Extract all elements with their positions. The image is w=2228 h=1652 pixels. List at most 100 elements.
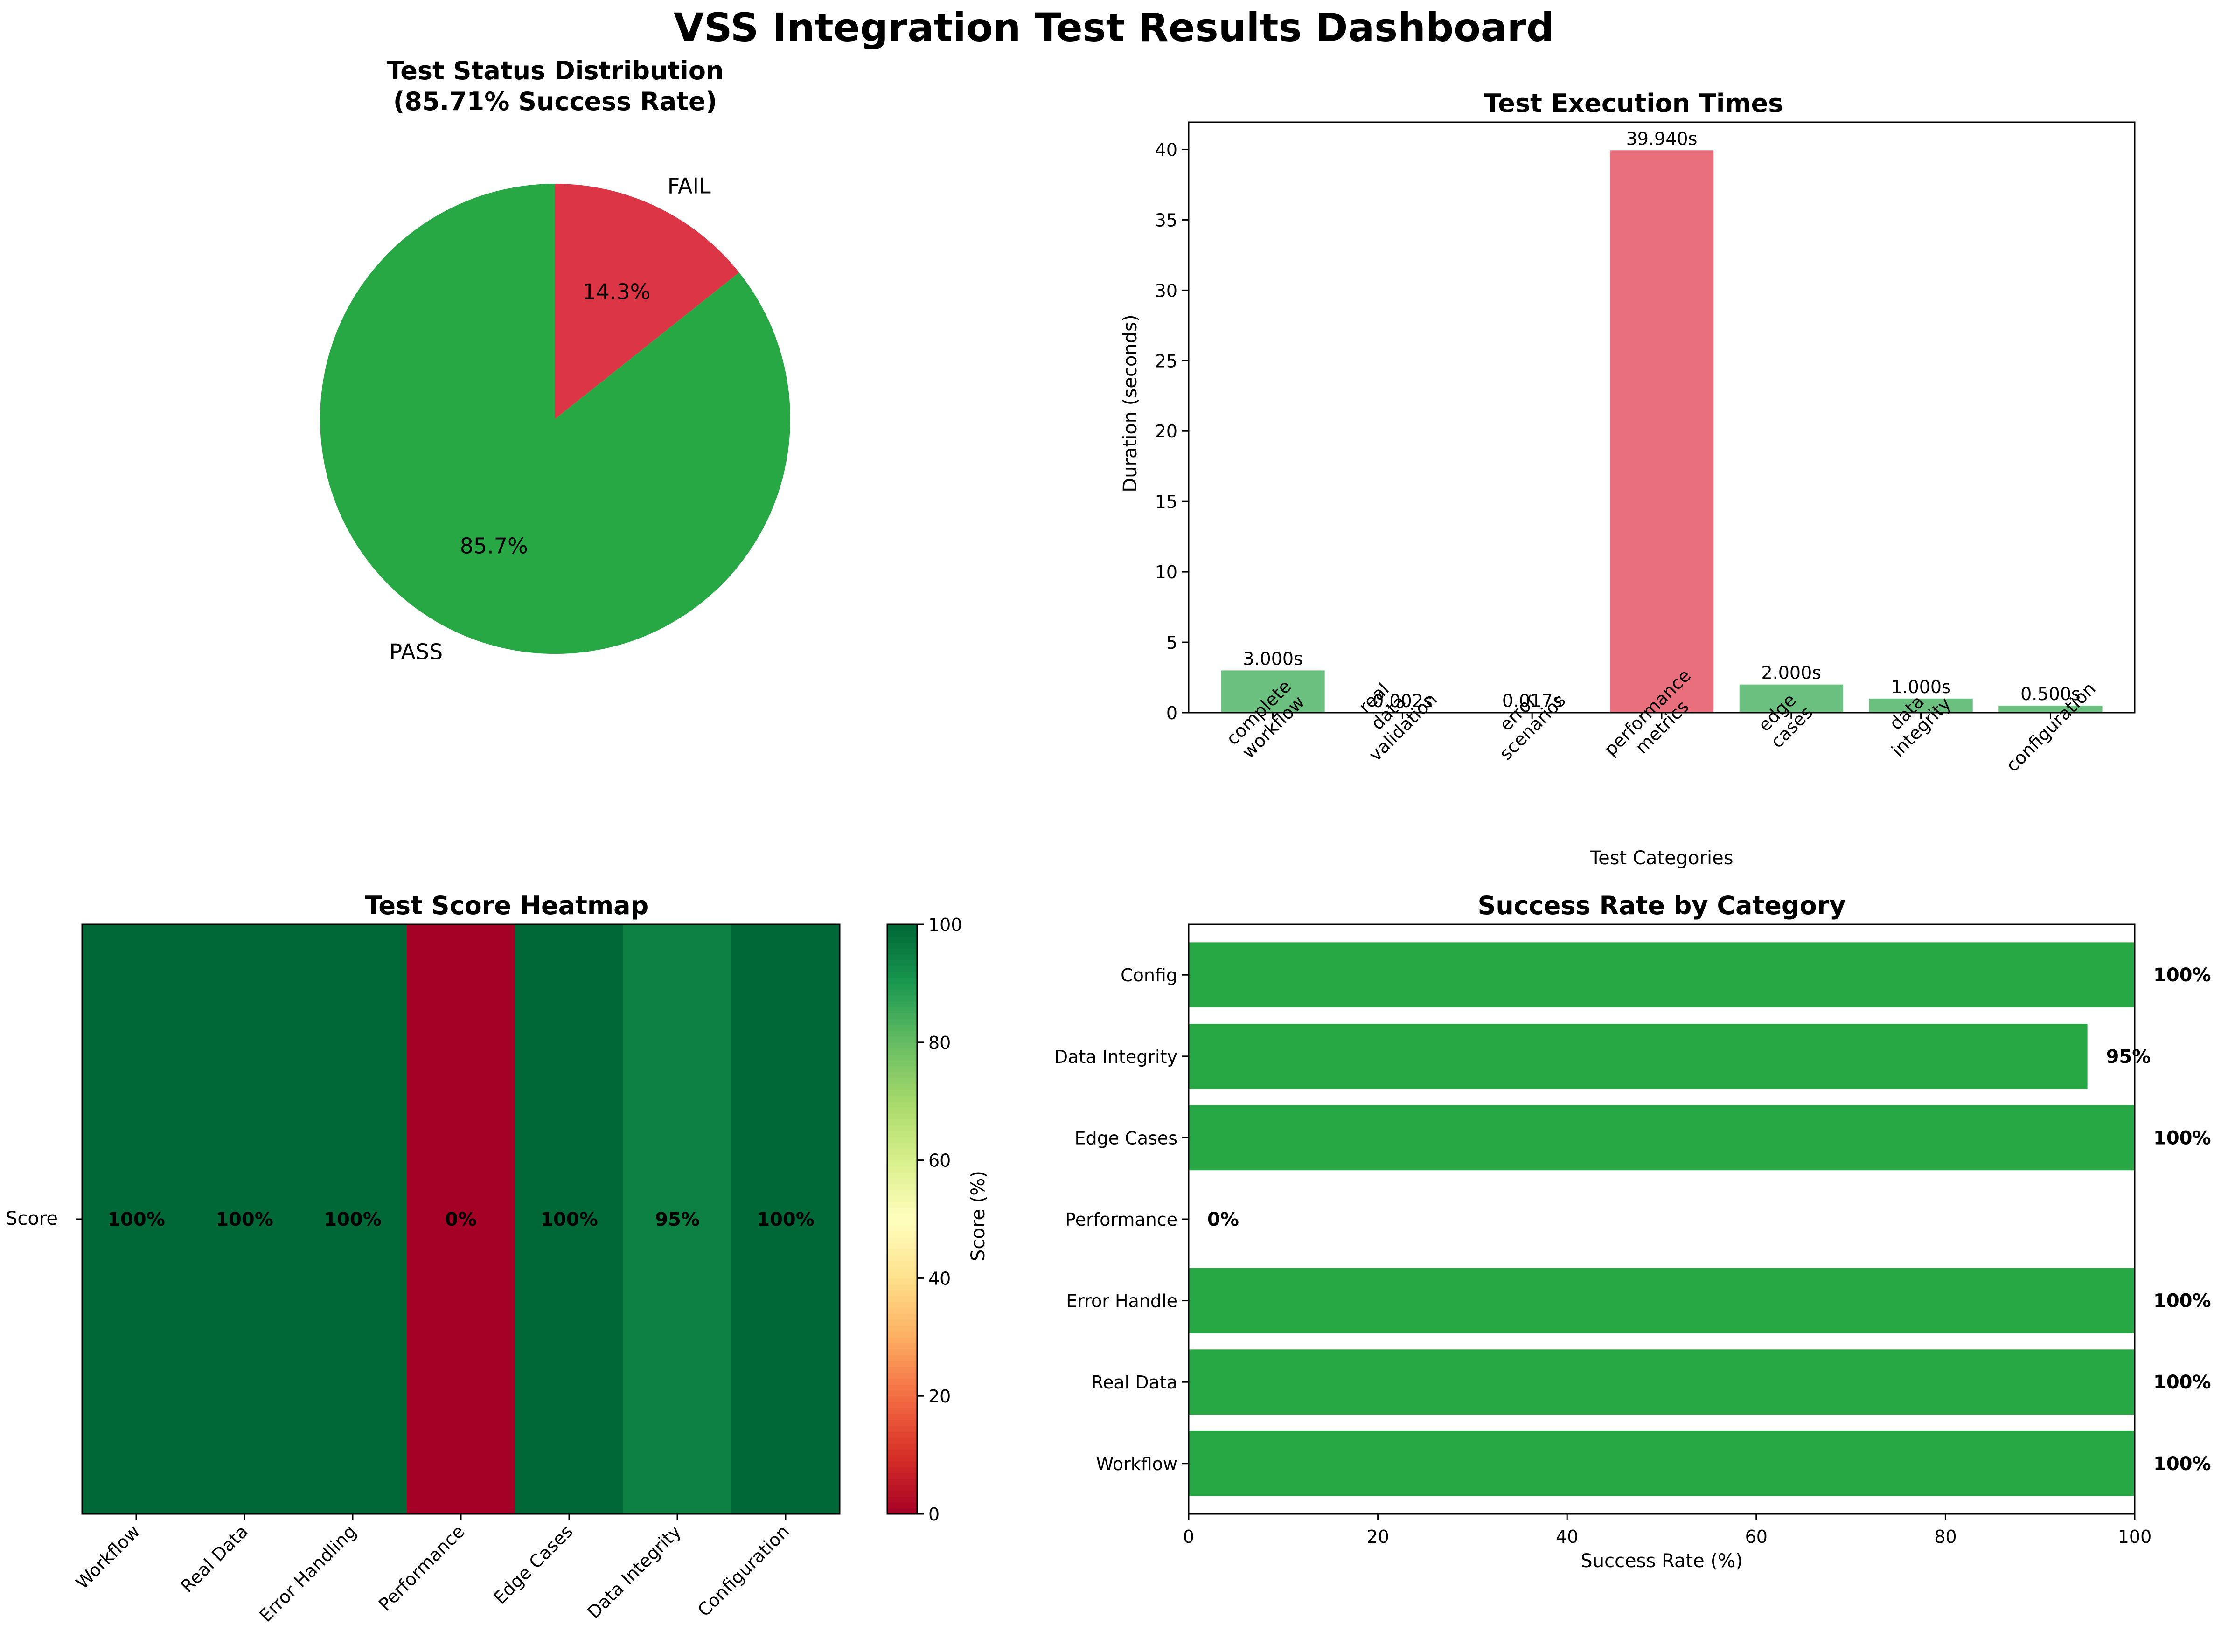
x-tick-label: errorscenarios <box>1481 675 1569 764</box>
heatmap-cell <box>731 924 840 1514</box>
colorbar-segment <box>887 1278 917 1285</box>
colorbar-segment <box>887 1236 917 1243</box>
colorbar-segment <box>887 1384 917 1391</box>
colorbar-segment <box>887 1006 917 1013</box>
heatmap-column-label: Performance <box>375 1521 468 1615</box>
execution-times-xlabel: Test Categories <box>1589 847 1733 869</box>
colorbar-segment <box>887 1219 917 1226</box>
heatmap-column-label: Workflow <box>72 1521 144 1593</box>
colorbar-segment <box>887 1178 917 1185</box>
colorbar-segment <box>887 1054 917 1061</box>
colorbar-segment <box>887 1024 917 1031</box>
colorbar-segment <box>887 924 917 931</box>
execution-axes-frame <box>1188 121 2136 714</box>
colorbar-segment <box>887 1213 917 1220</box>
colorbar-segment <box>887 1472 917 1479</box>
colorbar-segment <box>887 1437 917 1444</box>
colorbar-segment <box>887 1408 917 1415</box>
heatmap-panel: Test Score Heatmap 100% Workflow 100% Real … <box>6 891 989 1626</box>
colorbar-segment <box>887 1354 917 1361</box>
heatmap-cell <box>623 924 732 1514</box>
y-tick-label: Performance <box>1065 1209 1177 1230</box>
colorbar-segment <box>887 1508 917 1514</box>
colorbar-segment <box>887 1419 917 1426</box>
success-rate-title: Success Rate by Category <box>1477 891 1845 920</box>
heatmap-column-label: Edge Cases <box>489 1521 577 1608</box>
success-rate-bar <box>1189 1268 2135 1333</box>
heatmap-cell <box>299 924 407 1514</box>
colorbar-segment <box>887 1137 917 1143</box>
colorbar-segment <box>887 1443 917 1450</box>
y-tick-label: Config <box>1121 965 1177 986</box>
pie-slice-pass <box>320 184 791 654</box>
execution-bar <box>1869 698 1973 713</box>
colorbar-tick-label: 0 <box>928 1504 940 1525</box>
execution-times-title: Test Execution Times <box>1484 89 1783 118</box>
x-tick-label: 80 <box>1934 1527 1956 1547</box>
colorbar-segment <box>887 942 917 949</box>
colorbar-segment <box>887 1207 917 1214</box>
pie-title-line2: (85.71% Success Rate) <box>393 87 717 116</box>
colorbar-segment <box>887 1113 917 1120</box>
execution-bar-value: 1.000s <box>1891 677 1951 697</box>
execution-bar-value: 0.017s <box>1502 690 1562 711</box>
pie-slice-fail <box>555 184 739 419</box>
colorbar-frame <box>886 923 918 1515</box>
colorbar-segment <box>887 1077 917 1084</box>
colorbar-segment <box>887 930 917 937</box>
colorbar-segment <box>887 1119 917 1125</box>
heatmap-cell <box>515 924 624 1514</box>
colorbar-segment <box>887 1313 917 1320</box>
colorbar-segment <box>887 1201 917 1208</box>
colorbar-segment <box>887 995 917 1002</box>
heatmap-cell-label: 100% <box>107 1209 165 1230</box>
success-rate-axes-frame <box>1188 923 2136 1515</box>
colorbar-segment <box>887 1083 917 1090</box>
colorbar-segment <box>887 1307 917 1314</box>
pie-label-pass: PASS <box>390 639 443 664</box>
success-rate-value: 100% <box>2153 1453 2211 1475</box>
heatmap-cell <box>190 924 299 1514</box>
colorbar-segment <box>887 1349 917 1355</box>
success-rate-value: 100% <box>2153 1127 2211 1149</box>
colorbar-segment <box>887 1166 917 1173</box>
colorbar-segment <box>887 1195 917 1202</box>
x-tick-label: 100 <box>2118 1527 2152 1547</box>
colorbar-segment <box>887 1048 917 1055</box>
colorbar-segment <box>887 1466 917 1473</box>
execution-bar-value: 0.002s <box>1372 691 1433 711</box>
heatmap-column-label: Data Integrity <box>584 1521 685 1623</box>
execution-bar <box>1221 670 1325 713</box>
colorbar-segment <box>887 1036 917 1043</box>
pie-chart-panel: Test Status Distribution (85.71% Success… <box>320 56 791 664</box>
colorbar-segment <box>887 1107 917 1114</box>
heatmap-cell-label: 0% <box>445 1209 477 1230</box>
execution-bar <box>1739 684 1843 713</box>
colorbar-segment <box>887 1360 917 1367</box>
colorbar-segment <box>887 1042 917 1049</box>
y-tick-label: 30 <box>1155 280 1177 301</box>
colorbar-segment <box>887 1343 917 1350</box>
colorbar-label: Score (%) <box>968 1171 989 1261</box>
heatmap-cell-label: 100% <box>757 1209 815 1230</box>
colorbar-segment <box>887 1390 917 1397</box>
execution-bar-value: 0.500s <box>2020 684 2081 704</box>
success-rate-bar <box>1189 1105 2135 1171</box>
colorbar-segment <box>887 1337 917 1344</box>
colorbar-segment <box>887 1254 917 1261</box>
colorbar-segment <box>887 1242 917 1249</box>
colorbar-segment <box>887 1001 917 1007</box>
y-tick-label: 40 <box>1155 139 1177 160</box>
execution-bar-value: 39.940s <box>1626 128 1698 149</box>
colorbar-segment <box>887 1160 917 1167</box>
colorbar-segment <box>887 1484 917 1491</box>
success-rate-bar <box>1189 1349 2135 1415</box>
success-rate-panel: Success Rate by Category 100% Workflow 100… <box>1054 891 2211 1572</box>
colorbar-segment <box>887 1131 917 1138</box>
colorbar-tick-label: 60 <box>928 1151 951 1171</box>
colorbar-segment <box>887 1184 917 1190</box>
pie-percent-pass: 85.7% <box>460 533 528 558</box>
colorbar-segment <box>887 954 917 960</box>
colorbar-segment <box>887 1072 917 1078</box>
colorbar-tick-label: 20 <box>928 1386 951 1407</box>
